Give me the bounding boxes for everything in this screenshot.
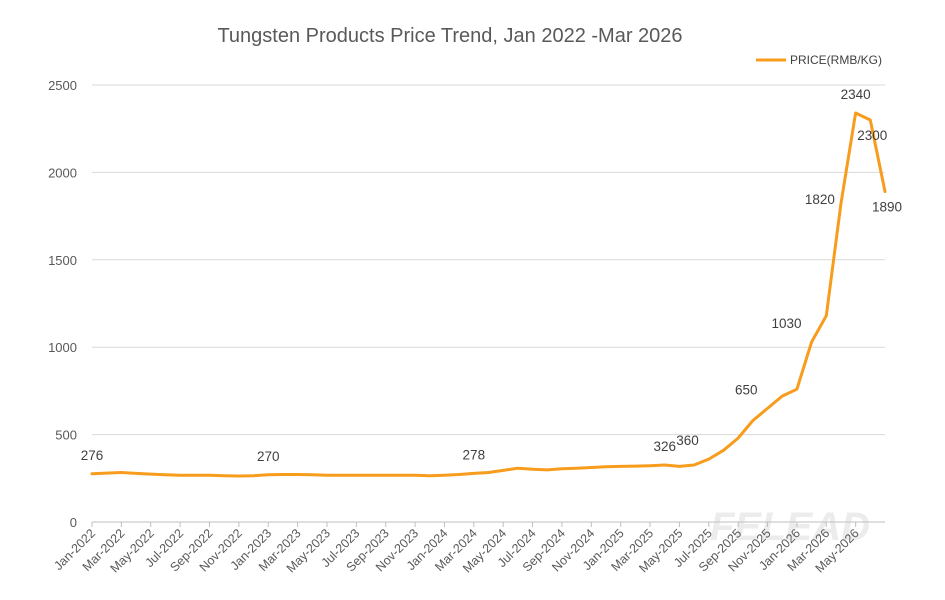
y-tick-label: 500 [55,428,77,443]
y-axis-ticks: 0 500 1000 1500 2000 2500 [48,78,77,530]
data-label: 1820 [805,192,835,207]
series-lines [90,111,887,478]
data-label: 2340 [841,87,871,102]
data-label: 1890 [872,200,902,215]
y-tick-label: 1500 [48,253,77,268]
legend-label: PRICE(RMB/KG) [790,53,882,67]
y-tick-label: 1000 [48,340,77,355]
data-label: 326 [653,439,676,454]
legend: PRICE(RMB/KG) [756,53,882,67]
data-label: 2300 [857,128,887,143]
data-label: 276 [81,448,104,463]
data-labels: 276 270 278 326 360 650 1030 1820 2340 2300 1890 [81,87,902,464]
y-tick-label: 0 [70,515,77,530]
data-label: 270 [257,449,280,464]
gridlines [92,84,885,523]
data-label: 360 [676,433,699,448]
chart-title: Tungsten Products Price Trend, Jan 2022 … [217,25,682,47]
y-tick-label: 2500 [48,78,77,93]
price-series-line [90,111,887,478]
data-label: 278 [463,447,486,462]
data-label: 650 [735,382,758,397]
data-label: 1030 [772,316,802,331]
watermark-logo: FELEAD [710,505,870,549]
y-tick-label: 2000 [48,165,77,180]
